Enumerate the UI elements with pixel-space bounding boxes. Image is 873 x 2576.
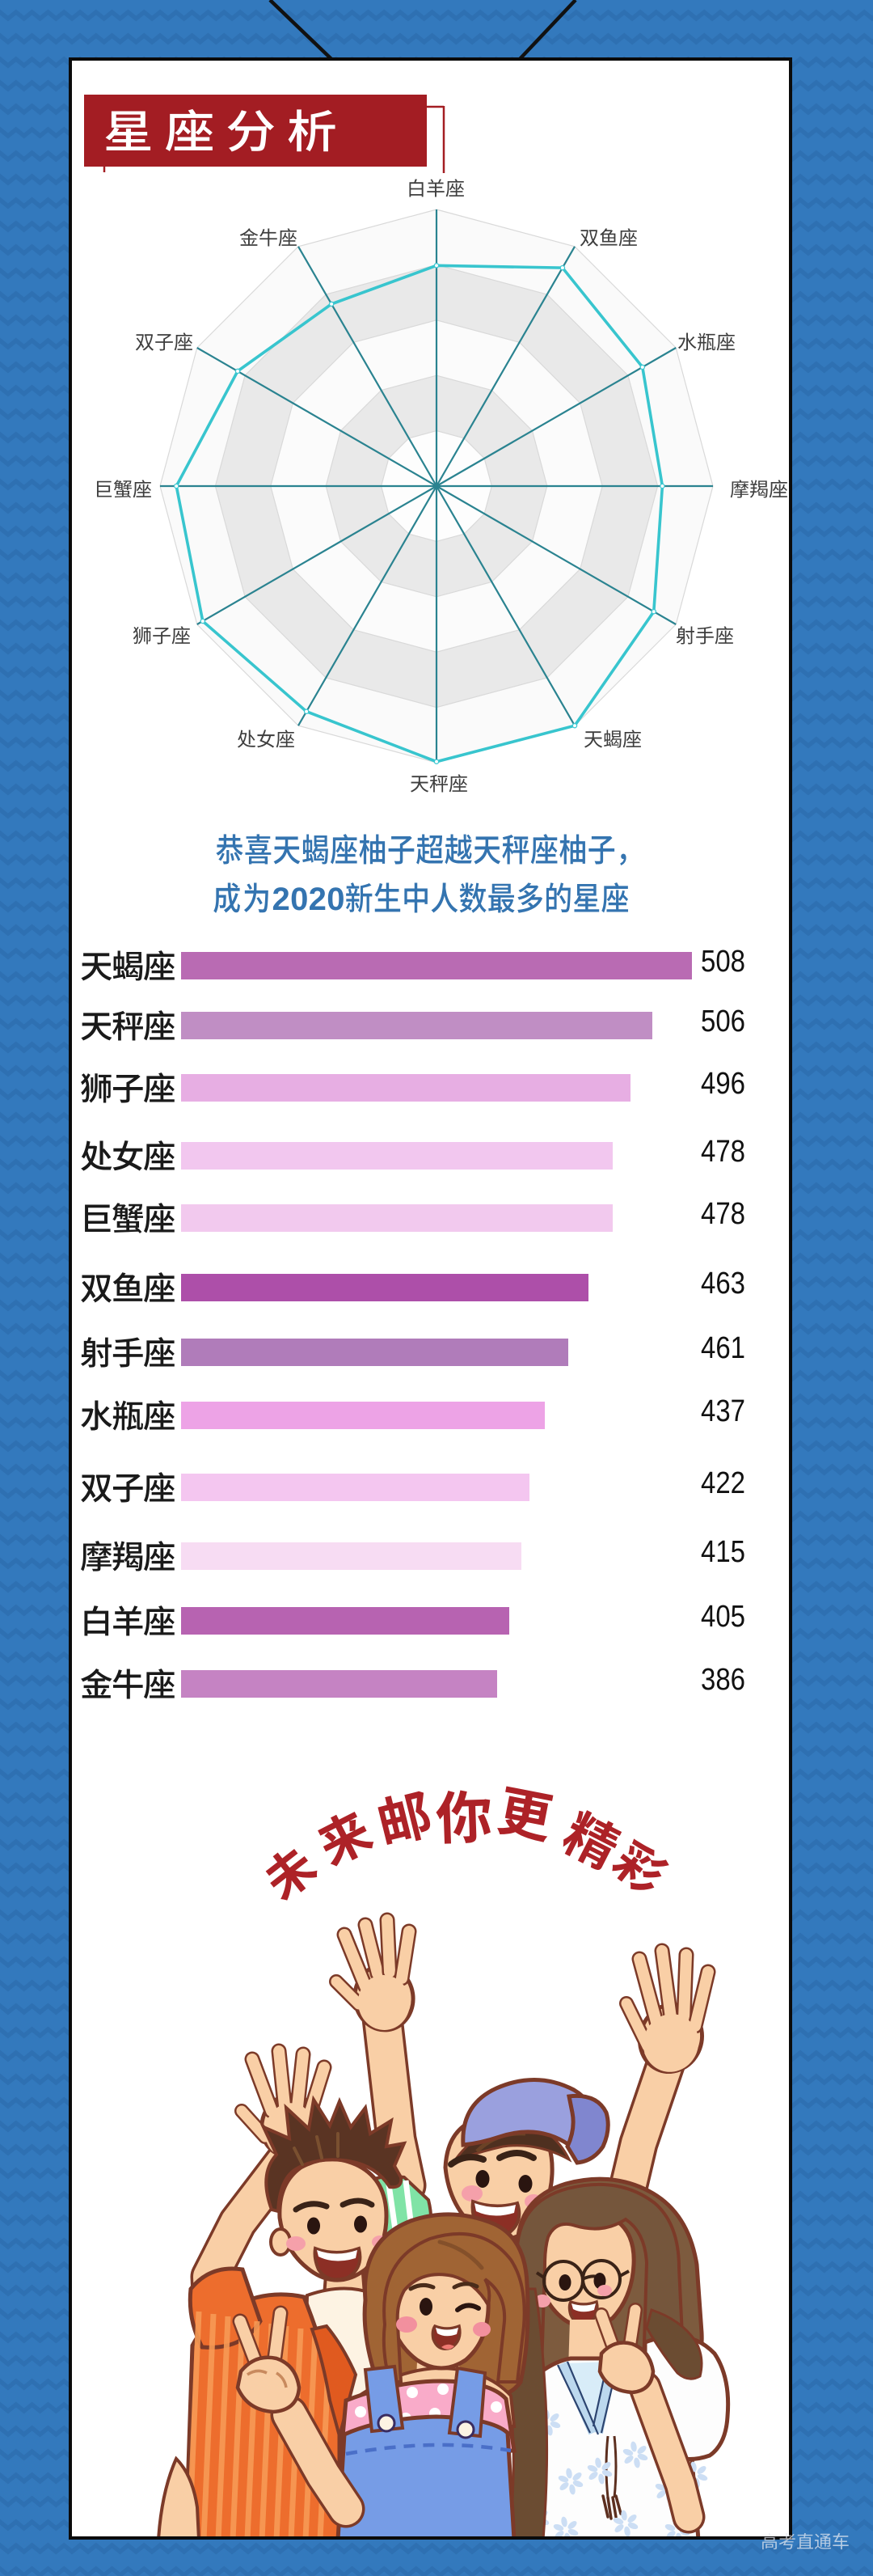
svg-text:437: 437 xyxy=(701,1394,745,1428)
svg-text:422: 422 xyxy=(701,1466,745,1500)
svg-text:461: 461 xyxy=(701,1331,745,1365)
svg-text:405: 405 xyxy=(701,1600,745,1634)
svg-text:415: 415 xyxy=(701,1535,745,1569)
svg-text:386: 386 xyxy=(701,1663,745,1697)
svg-text:508: 508 xyxy=(701,945,745,979)
svg-text:496: 496 xyxy=(701,1067,745,1101)
svg-text:463: 463 xyxy=(701,1267,745,1301)
svg-text:2020: 2020 xyxy=(272,882,345,917)
svg-text:478: 478 xyxy=(701,1197,745,1231)
svg-text:478: 478 xyxy=(701,1135,745,1169)
svg-text:506: 506 xyxy=(701,1005,745,1038)
